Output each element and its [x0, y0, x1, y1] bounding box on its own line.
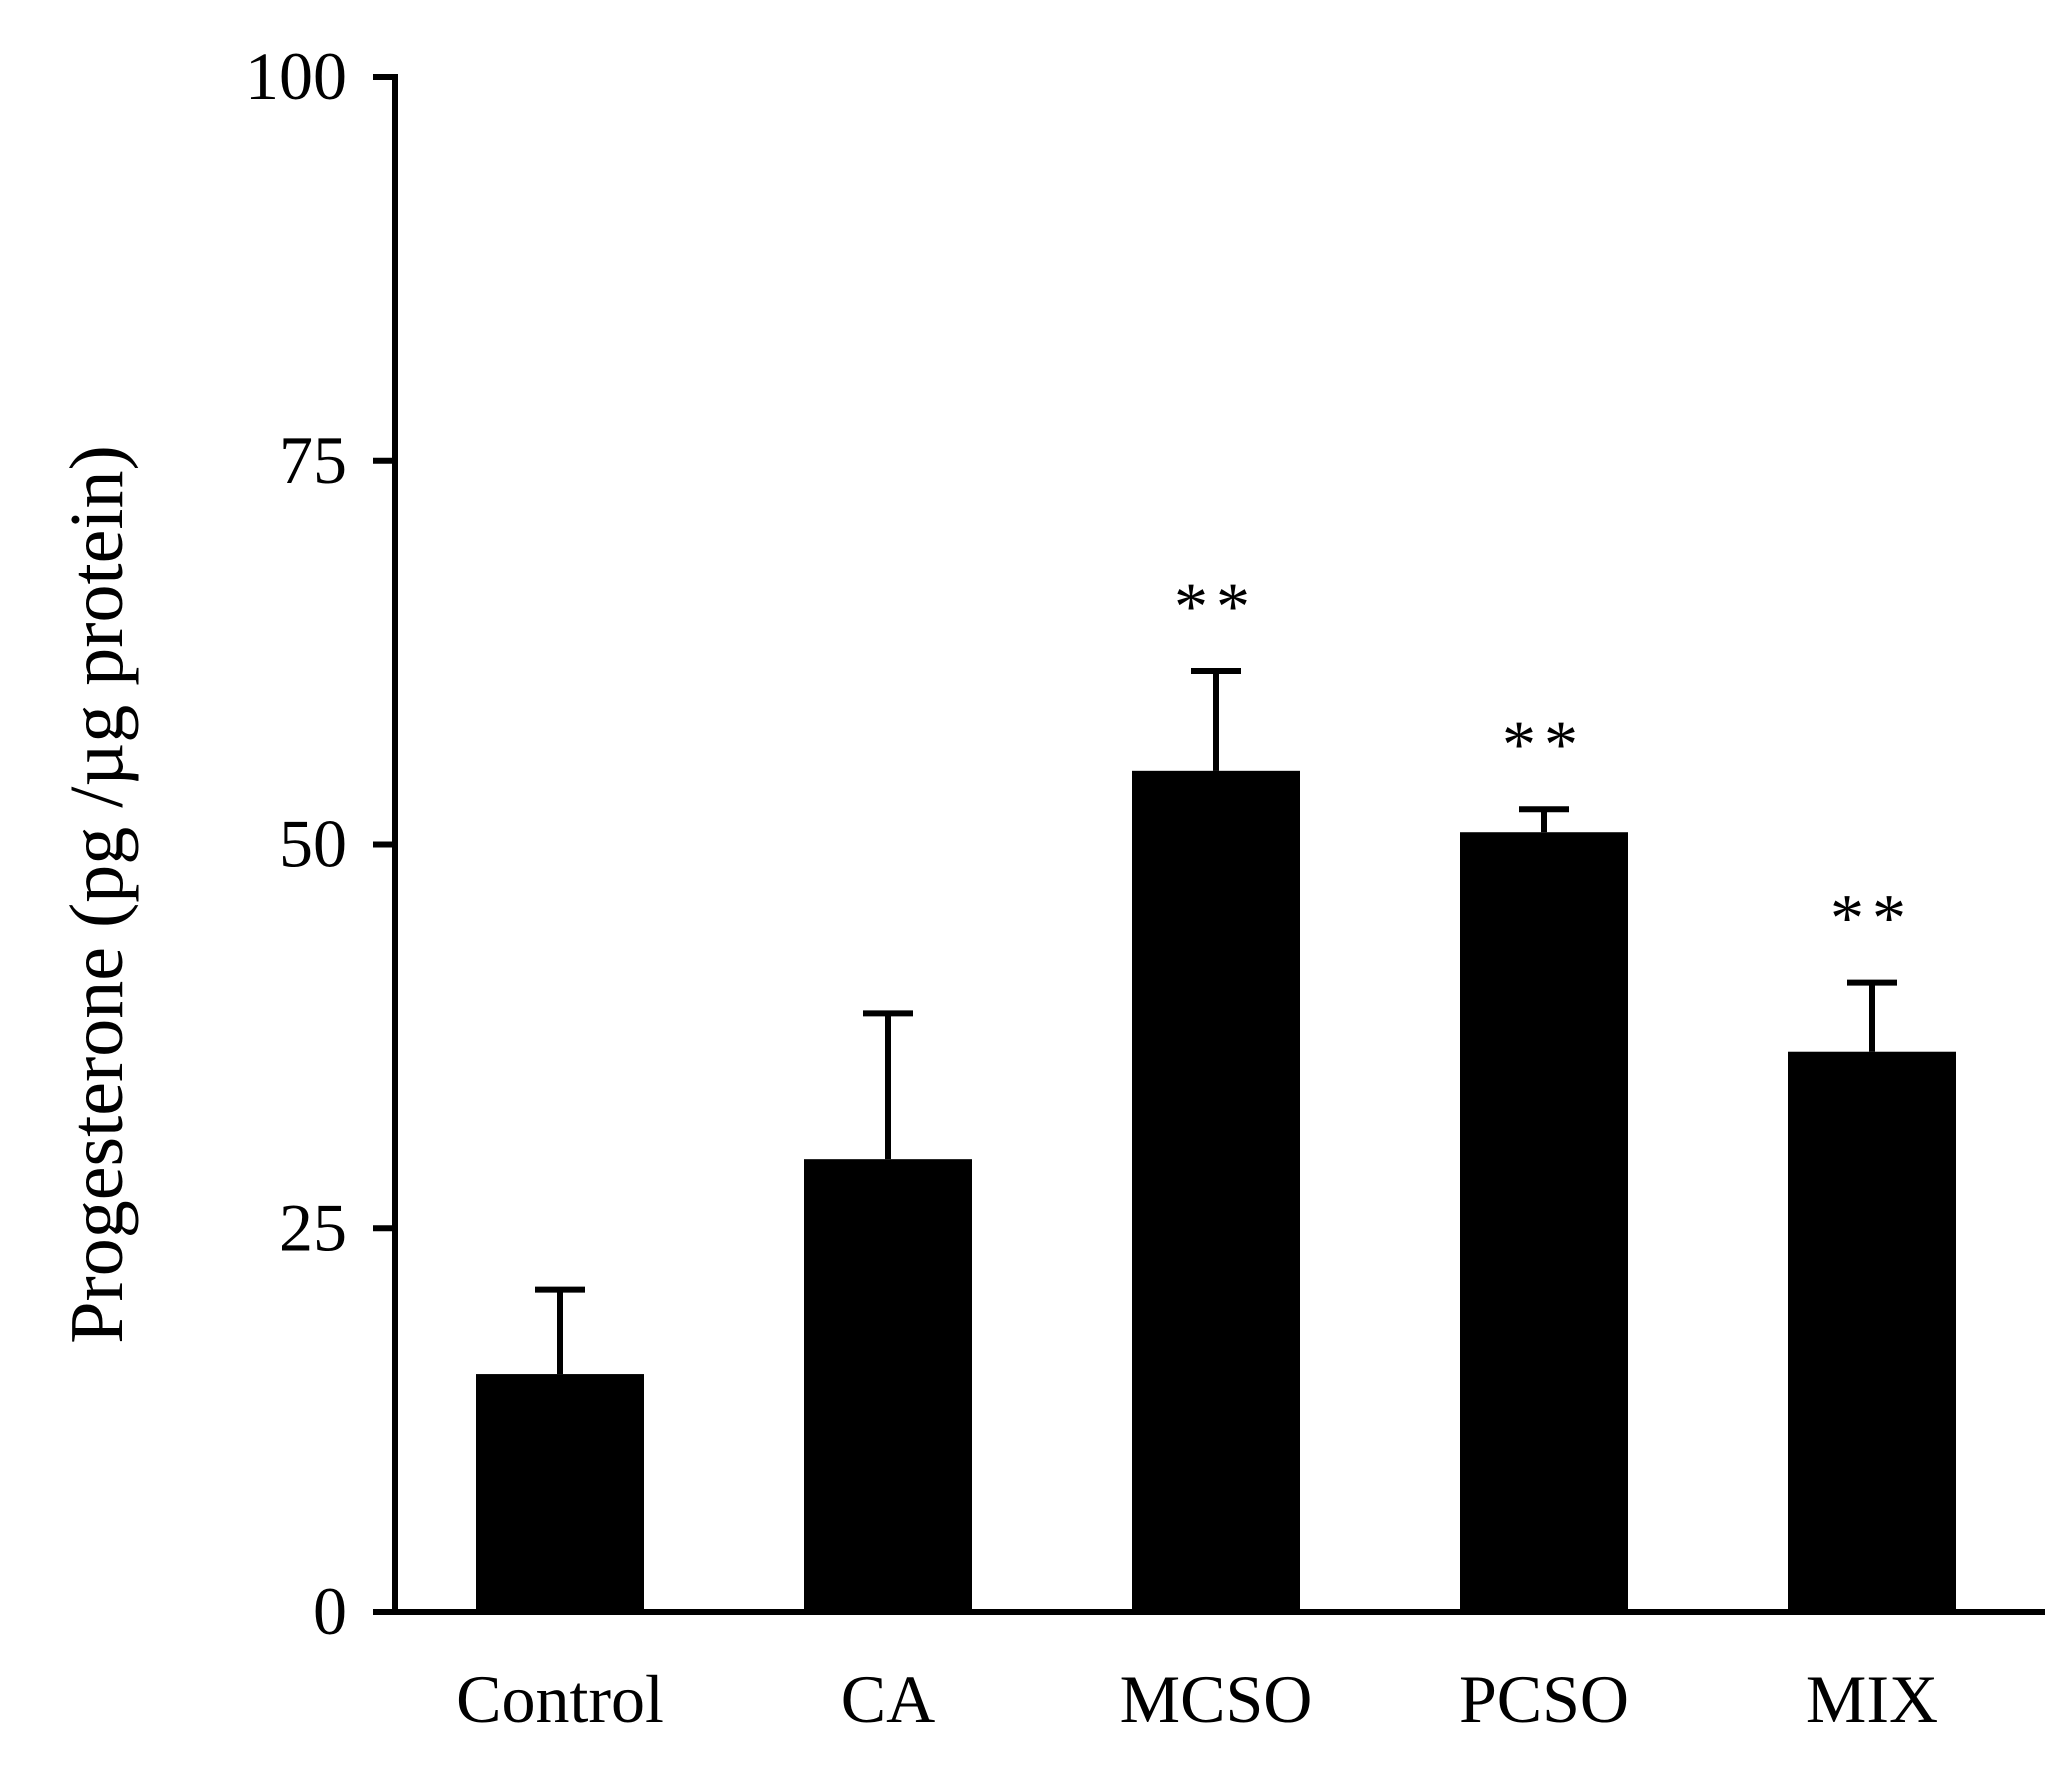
bar-mcso: [1132, 770, 1300, 1612]
bar-pcso: [1460, 832, 1628, 1612]
y-tick-label: 75: [279, 422, 347, 498]
bar-ca: [804, 1159, 972, 1612]
y-axis-title: Progesterone (pg /µg protein): [55, 445, 139, 1344]
bars-group: [476, 770, 1956, 1612]
bar-control: [476, 1374, 644, 1612]
x-tick-label: PCSO: [1459, 1661, 1629, 1737]
error-bars-group: [535, 668, 1897, 1375]
significance-marker: **: [1502, 706, 1586, 782]
y-tick-label: 25: [279, 1189, 347, 1265]
y-tick-label: 50: [279, 806, 347, 882]
bar-mix: [1788, 1051, 1956, 1612]
x-tick-label: MCSO: [1120, 1661, 1313, 1737]
x-tick-label: CA: [841, 1661, 935, 1737]
x-tick-label: Control: [456, 1661, 664, 1737]
significance-marker: **: [1830, 880, 1914, 956]
significance-marker: **: [1174, 568, 1258, 644]
labels-group: 0 25 50 75 100 Control CA MCSO PCSO MIX ** ** ** Prog…: [55, 38, 1938, 1737]
x-tick-label: MIX: [1806, 1661, 1938, 1737]
y-tick-label: 0: [313, 1573, 347, 1649]
axes-group: [373, 74, 2045, 1615]
y-tick-label: 100: [245, 38, 347, 114]
